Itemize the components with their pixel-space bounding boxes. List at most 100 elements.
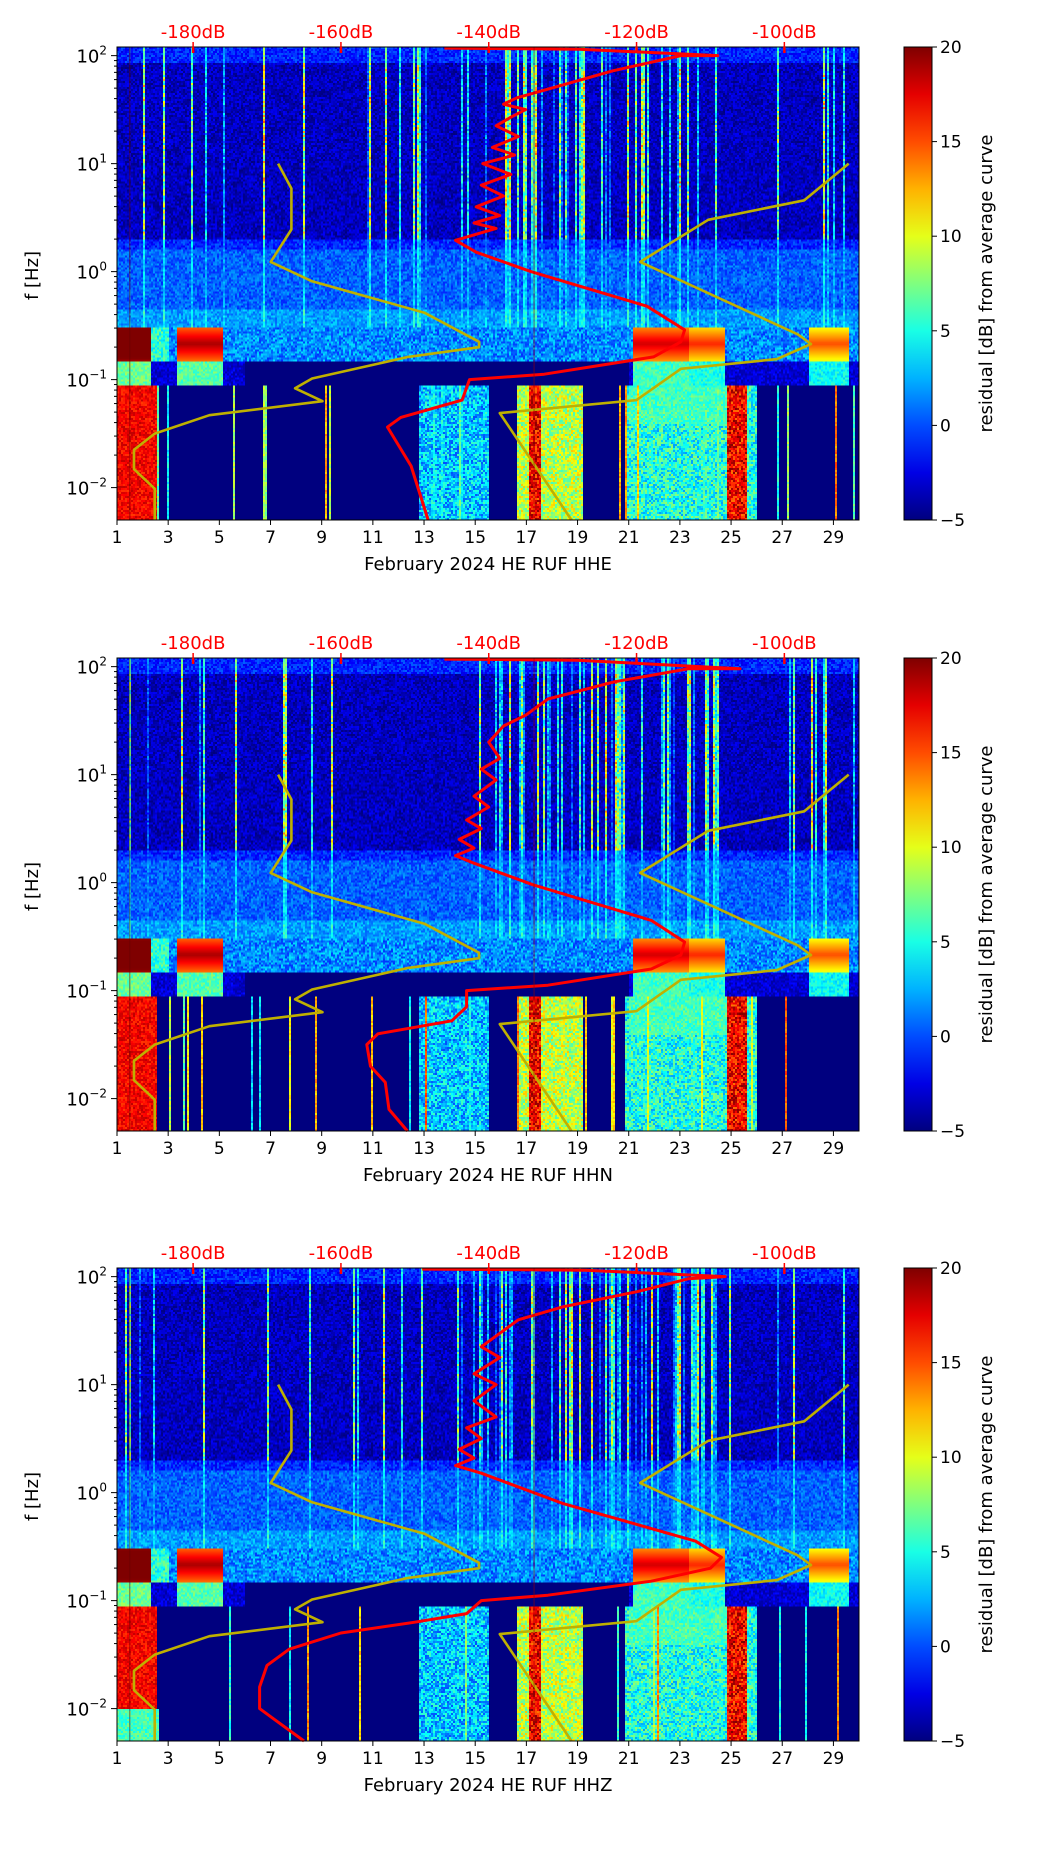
noise-model-series-nhnm bbox=[498, 162, 850, 521]
y-tick-label: 100 bbox=[76, 260, 107, 284]
top-db-tick-label: -120dB bbox=[604, 1243, 669, 1264]
x-tick-label: 19 bbox=[567, 528, 589, 548]
colorbar-tick-label: 10 bbox=[940, 838, 962, 858]
x-tick-label: 21 bbox=[618, 1139, 640, 1159]
spectrogram-image bbox=[117, 1268, 859, 1741]
x-tick-label: 7 bbox=[265, 1749, 276, 1769]
psd-curve-series bbox=[258, 1267, 727, 1743]
top-db-tick-label: -100dB bbox=[752, 1243, 817, 1264]
x-tick-label: 5 bbox=[214, 1749, 225, 1769]
x-tick-label: 23 bbox=[669, 1749, 691, 1769]
spectrogram-panel-hhz: 1 3 5 7 9 11 13 15 17 19 21 23 25 27 29 February 2024 H… bbox=[0, 1243, 1052, 1868]
x-tick-label: 17 bbox=[516, 528, 538, 548]
y-tick-label: 10−2 bbox=[66, 1087, 107, 1111]
x-tick-label: 7 bbox=[265, 1139, 276, 1159]
x-axis-label: February 2024 HE RUF HHE bbox=[364, 554, 612, 575]
colorbar-tick-label: 20 bbox=[940, 1259, 962, 1279]
colorbar-label: residual [dB] from average curve bbox=[976, 745, 997, 1043]
x-tick-label: 13 bbox=[413, 1139, 435, 1159]
colorbar-tick-label: −5 bbox=[940, 1122, 965, 1142]
colorbar-tick-label: 5 bbox=[940, 322, 951, 342]
colorbar-tick-label: 0 bbox=[940, 1027, 951, 1047]
y-axis-label: f [Hz] bbox=[22, 862, 43, 911]
noise-model-series-nlnm bbox=[132, 162, 481, 520]
x-tick-label: 21 bbox=[618, 1749, 640, 1769]
x-tick-label: 9 bbox=[316, 528, 327, 548]
noise-model-line bbox=[132, 1383, 481, 1741]
x-tick-label: 29 bbox=[823, 1749, 845, 1769]
y-tick-label: 100 bbox=[76, 1481, 107, 1505]
x-tick-label: 11 bbox=[362, 528, 384, 548]
top-db-tick-label: -120dB bbox=[604, 633, 669, 654]
plot-frame bbox=[116, 1267, 860, 1742]
colorbar-tick-label: 15 bbox=[940, 1354, 962, 1374]
top-db-tick-label: -180dB bbox=[161, 1243, 226, 1264]
x-axis-label: February 2024 HE RUF HHN bbox=[363, 1165, 613, 1186]
x-axis-label: February 2024 HE RUF HHZ bbox=[364, 1775, 613, 1796]
x-tick-label: 25 bbox=[720, 528, 742, 548]
x-tick-label: 23 bbox=[669, 528, 691, 548]
y-axis-label: f [Hz] bbox=[22, 1472, 43, 1521]
psd-curve-line bbox=[365, 657, 742, 1132]
plot-frame bbox=[116, 657, 860, 1132]
colorbar-tick-label: 5 bbox=[940, 933, 951, 953]
colorbar-tick-label: −5 bbox=[940, 511, 965, 531]
x-tick-label: 25 bbox=[720, 1749, 742, 1769]
colorbar-tick-label: 10 bbox=[940, 227, 962, 247]
top-db-tick-label: -100dB bbox=[752, 22, 817, 43]
top-db-tick-label: -160dB bbox=[309, 22, 374, 43]
psd-curve-series bbox=[365, 657, 742, 1132]
x-tick-label: 9 bbox=[316, 1139, 327, 1159]
psd-curve-line bbox=[386, 46, 720, 521]
colorbar-tick-label: 15 bbox=[940, 133, 962, 153]
colorbar-tick-label: 0 bbox=[940, 416, 951, 436]
x-tick-label: 5 bbox=[214, 528, 225, 548]
y-tick-label: 102 bbox=[76, 655, 107, 679]
noise-model-series-nhnm bbox=[498, 1383, 850, 1742]
colorbar-tick-label: 20 bbox=[940, 38, 962, 58]
x-tick-label: 13 bbox=[413, 528, 435, 548]
x-tick-label: 27 bbox=[771, 528, 793, 548]
noise-model-series-nlnm bbox=[132, 773, 481, 1131]
spectrogram-image bbox=[117, 47, 859, 520]
x-tick-label: 15 bbox=[464, 1749, 486, 1769]
top-db-tick-label: -100dB bbox=[752, 633, 817, 654]
x-tick-label: 3 bbox=[163, 1139, 174, 1159]
y-tick-label: 102 bbox=[76, 44, 107, 68]
x-tick-label: 1 bbox=[112, 1749, 123, 1769]
y-axis-label: f [Hz] bbox=[22, 251, 43, 300]
colorbar-tick-label: 5 bbox=[940, 1543, 951, 1563]
noise-model-series-nlnm bbox=[132, 1383, 481, 1741]
top-db-tick-label: -140dB bbox=[456, 1243, 521, 1264]
x-tick-label: 27 bbox=[771, 1139, 793, 1159]
x-tick-label: 15 bbox=[464, 528, 486, 548]
x-tick-label: 7 bbox=[265, 528, 276, 548]
y-tick-label: 10−2 bbox=[66, 476, 107, 500]
top-db-tick-label: -120dB bbox=[604, 22, 669, 43]
colorbar bbox=[903, 657, 933, 1132]
top-db-tick-label: -180dB bbox=[161, 22, 226, 43]
spectrogram-panel-hhe: 1 3 5 7 9 11 13 15 17 19 21 23 25 27 29 February 2024 H… bbox=[0, 22, 1052, 647]
top-db-tick-label: -140dB bbox=[456, 633, 521, 654]
y-tick-label: 101 bbox=[76, 1373, 107, 1397]
y-tick-label: 10−2 bbox=[66, 1697, 107, 1721]
x-tick-label: 15 bbox=[464, 1139, 486, 1159]
top-db-tick-label: -180dB bbox=[161, 633, 226, 654]
y-tick-label: 10−1 bbox=[66, 979, 107, 1003]
noise-model-line bbox=[132, 162, 481, 520]
top-db-tick-label: -160dB bbox=[309, 1243, 374, 1264]
top-db-tick-label: -160dB bbox=[309, 633, 374, 654]
y-tick-label: 102 bbox=[76, 1265, 107, 1289]
x-tick-label: 29 bbox=[823, 528, 845, 548]
colorbar bbox=[903, 46, 933, 521]
spectrogram-panel-hhn: 1 3 5 7 9 11 13 15 17 19 21 23 25 27 29 February 2024 H… bbox=[0, 633, 1052, 1258]
y-tick-label: 101 bbox=[76, 152, 107, 176]
colorbar-tick-label: 20 bbox=[940, 649, 962, 669]
x-tick-label: 3 bbox=[163, 528, 174, 548]
x-tick-label: 25 bbox=[720, 1139, 742, 1159]
x-tick-label: 19 bbox=[567, 1749, 589, 1769]
y-tick-label: 10−1 bbox=[66, 1589, 107, 1613]
x-tick-label: 3 bbox=[163, 1749, 174, 1769]
